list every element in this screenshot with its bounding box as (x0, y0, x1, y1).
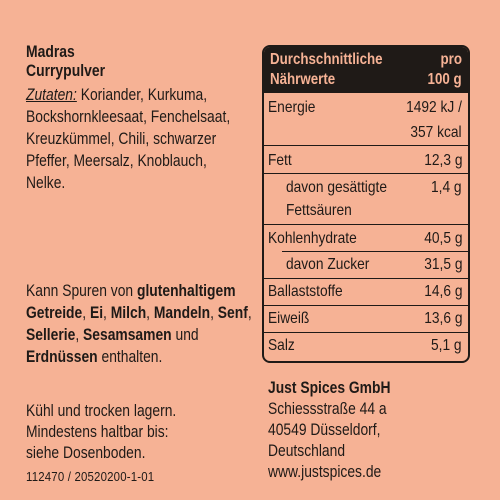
company-city: 40549 Düsseldorf, Deutschland (268, 421, 381, 460)
product-info: Madras Currypulver Zutaten: Koriander, K… (26, 42, 254, 194)
divider (282, 251, 468, 252)
company-name: Just Spices GmbH (268, 379, 391, 397)
company-address: Just Spices GmbH Schiessstraße 44 a 4054… (268, 378, 453, 483)
ingredients-text: Zutaten: Koriander, Kurkuma, Bockshornkl… (26, 86, 231, 192)
company-website: www.justspices.de (268, 463, 382, 481)
allergen-notice: Kann Spuren von glutenhaltigem Getreide,… (26, 282, 252, 366)
company-street: Schiessstraße 44 a (268, 400, 387, 418)
product-name: Madras (26, 42, 75, 61)
ingredients-label: Zutaten: (26, 86, 77, 104)
nutrition-header: Durchschnittliche Nährwerte pro 100 g (264, 47, 468, 93)
divider (264, 305, 468, 306)
nutrition-table: Durchschnittliche Nährwerte pro 100 g En… (262, 45, 470, 363)
divider (264, 278, 468, 279)
divider (264, 145, 468, 146)
divider (264, 224, 468, 225)
storage-instructions: Kühl und trocken lagern. Mindestens halt… (26, 402, 177, 462)
divider (264, 332, 468, 333)
product-subtitle: Currypulver (26, 61, 106, 80)
batch-code: 112470 / 20520200-1-01 (26, 469, 155, 484)
divider (264, 173, 468, 174)
